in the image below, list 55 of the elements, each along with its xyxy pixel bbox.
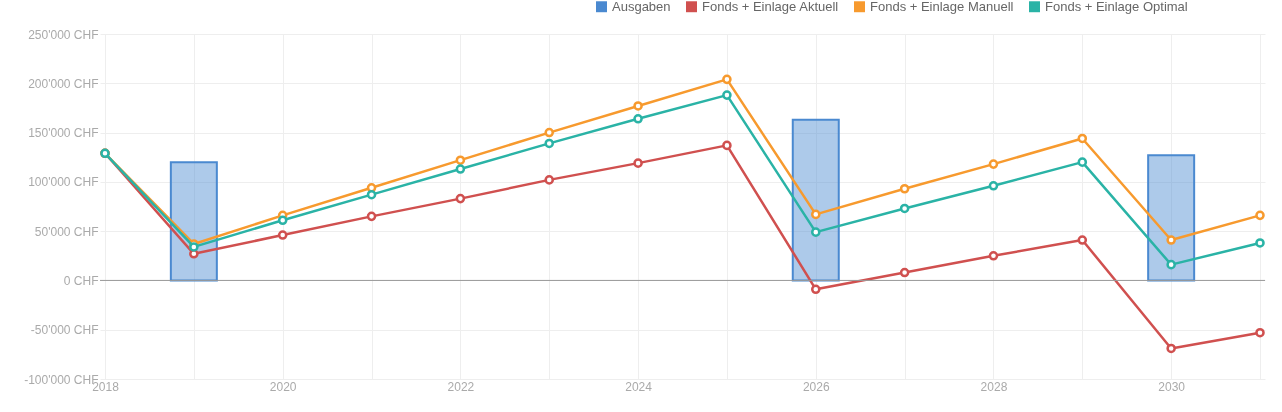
y-tick-label: 250'000 CHF [28,27,99,42]
y-tick-label: -50'000 CHF [30,323,99,338]
point [722,140,732,151]
point [899,267,910,278]
point [1255,210,1265,221]
point [1166,259,1176,270]
point [1166,343,1176,354]
y-tick-label: 150'000 CHF [28,126,99,141]
point [544,127,555,138]
point [1255,238,1265,248]
x-tick-label: 2030 [1158,379,1186,394]
point [455,155,466,165]
point [277,230,288,240]
point [1077,133,1088,144]
point [810,227,821,237]
legend-label: Fonds + Einlage Manuell [870,0,1014,14]
point [633,101,643,111]
point [988,251,999,261]
point [1255,327,1265,338]
bar [791,118,840,282]
point [544,175,555,185]
y-tick-label: 0 CHF [63,273,99,288]
x-tick-label: 2022 [447,379,475,394]
x-tick-label: 2028 [980,379,1008,394]
point [633,158,643,168]
point [455,193,466,204]
point [722,74,732,85]
point [544,138,555,149]
point [899,203,910,214]
x-tick-label: 2020 [269,379,297,394]
point [899,183,910,194]
point [455,164,466,174]
point [189,249,199,259]
y-tick-label: 50'000 CHF [34,224,99,239]
legend-label: Fonds + Einlage Aktuell [702,0,839,14]
point [1077,157,1088,167]
point [633,113,643,124]
point [810,209,821,220]
point [277,215,288,226]
point [988,159,999,169]
point [722,90,732,100]
x-tick-label: 2024 [625,379,653,394]
bar [1147,154,1196,282]
bar [169,161,218,282]
point [1166,235,1176,245]
point [366,189,377,200]
point [366,211,377,222]
y-tick-label: 100'000 CHF [28,175,99,190]
point [810,284,821,295]
x-tick-label: 2026 [802,379,830,394]
y-tick-label: 200'000 CHF [28,76,99,91]
legend-label: Ausgaben [612,0,671,14]
legend-label: Fonds + Einlage Optimal [1045,0,1188,14]
point [1077,235,1088,245]
point [988,181,999,191]
